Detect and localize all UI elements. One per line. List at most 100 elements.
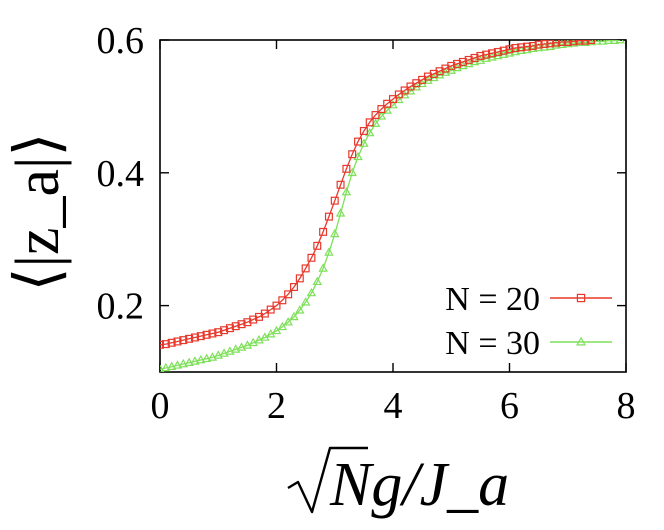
data-point — [371, 111, 380, 120]
data-point — [201, 353, 212, 363]
data-point — [312, 276, 323, 286]
x-tick-label: 0 — [151, 385, 170, 427]
data-point — [249, 315, 258, 324]
data-point — [283, 317, 293, 326]
data-point — [552, 40, 561, 47]
y-tick-label: 0.6 — [97, 20, 145, 62]
series-line — [160, 40, 621, 370]
data-point — [458, 57, 467, 66]
data-point — [324, 247, 334, 256]
data-point — [190, 356, 200, 365]
data-point — [546, 40, 555, 48]
y-tick-label: 0.4 — [97, 153, 145, 195]
data-point — [482, 50, 491, 59]
data-point — [383, 99, 392, 108]
data-point — [306, 287, 317, 297]
data-point — [178, 358, 189, 368]
data-point — [342, 164, 351, 173]
legend-label: N = 30 — [445, 325, 540, 362]
data-point — [563, 40, 572, 46]
data-point — [213, 350, 224, 359]
series-layer — [160, 40, 625, 372]
x-tick-label: 4 — [384, 385, 403, 427]
data-point — [161, 362, 171, 372]
data-point — [184, 357, 194, 367]
data-point — [319, 227, 328, 236]
axis-ticks: 0 2 4 6 8 0.2 0.4 0.6 — [97, 20, 636, 427]
x-tick-label: 8 — [617, 385, 636, 427]
data-point — [166, 361, 177, 371]
data-point — [341, 186, 352, 196]
data-point — [389, 95, 398, 104]
data-point — [575, 40, 584, 45]
data-point — [284, 290, 293, 299]
legend: N = 20 N = 30 — [445, 281, 612, 362]
data-point — [534, 40, 543, 49]
data-point — [488, 49, 497, 58]
data-point — [587, 40, 596, 44]
data-point — [160, 340, 165, 349]
data-point — [505, 45, 514, 54]
data-point — [225, 324, 234, 333]
data-point — [318, 263, 328, 272]
data-point — [423, 72, 432, 81]
data-point — [225, 346, 235, 355]
data-point — [237, 320, 246, 329]
data-point — [557, 40, 566, 46]
data-point — [354, 137, 363, 146]
data-point — [609, 40, 620, 44]
data-point — [185, 334, 194, 343]
data-point — [377, 105, 386, 114]
data-point — [517, 43, 526, 52]
data-point — [441, 64, 450, 73]
data-point — [161, 340, 170, 349]
data-point — [528, 41, 537, 50]
data-point — [277, 321, 288, 331]
data-point — [476, 51, 485, 60]
data-point — [330, 196, 339, 205]
data-point — [522, 42, 531, 51]
data-point — [348, 150, 357, 159]
data-point — [603, 40, 614, 44]
data-point — [359, 126, 368, 135]
data-point — [220, 326, 229, 335]
data-point — [301, 264, 310, 273]
data-point — [173, 337, 182, 346]
data-point — [219, 348, 229, 357]
data-point — [208, 329, 217, 338]
data-point — [196, 332, 205, 341]
data-point — [300, 297, 311, 306]
y-axis-label-text: ⟨|z_a|⟩ — [4, 132, 72, 291]
x-axis-label-text: Ng/J_a — [329, 451, 509, 519]
data-point — [272, 301, 281, 310]
y-axis-label: ⟨|z_a|⟩ — [4, 132, 72, 291]
data-point — [271, 325, 282, 335]
data-point — [493, 47, 502, 56]
data-point — [230, 344, 241, 353]
data-point — [329, 228, 340, 238]
data-point — [335, 208, 346, 217]
data-point — [429, 69, 438, 78]
data-point — [464, 55, 473, 64]
data-point — [365, 118, 374, 127]
data-point — [307, 253, 316, 262]
data-point — [231, 322, 240, 331]
data-point — [207, 352, 218, 361]
data-point — [160, 364, 165, 372]
data-point — [511, 43, 520, 52]
data-point — [336, 180, 345, 189]
data-point — [499, 46, 508, 55]
data-point — [313, 241, 322, 250]
x-axis-label: Ng/J_a — [287, 446, 509, 519]
data-point — [576, 336, 586, 346]
legend-label: N = 20 — [445, 281, 540, 318]
data-point — [447, 61, 456, 70]
data-point — [615, 40, 625, 44]
data-point — [435, 67, 444, 76]
data-point — [190, 333, 199, 342]
data-point — [597, 40, 608, 45]
data-point — [569, 40, 578, 46]
data-point — [581, 40, 590, 45]
series-triangle — [160, 40, 625, 372]
